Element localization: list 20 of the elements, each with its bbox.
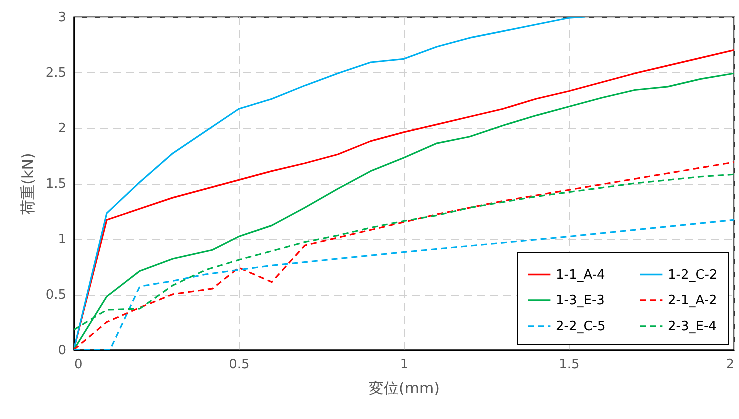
- x-tick-label: 1: [400, 358, 409, 372]
- y-axis-title: 荷重(kN): [18, 153, 37, 215]
- x-tick-label: 1.5: [559, 358, 580, 372]
- x-tick-label: 2: [726, 358, 734, 372]
- legend-label: 1-2_C-2: [668, 268, 718, 283]
- y-tick-label: 1.5: [46, 177, 66, 192]
- legend-label: 2-2_C-5: [556, 320, 606, 334]
- legend-label: 1-3_E-3: [556, 294, 605, 308]
- legend-label: 2-1_A-2: [668, 294, 718, 308]
- x-axis-title: 変位(mm): [369, 380, 440, 398]
- legend-label: 1-1_A-4: [556, 268, 606, 283]
- y-tick-label: 0: [58, 344, 66, 358]
- legend-label: 2-3_E-4: [668, 320, 717, 334]
- y-tick-label: 1: [58, 232, 66, 248]
- y-tick-label: 2: [58, 122, 66, 136]
- x-tick-label: 0: [74, 358, 83, 372]
- y-tick-label: 2.5: [46, 66, 66, 81]
- x-tick-label: 0.5: [229, 358, 250, 372]
- y-tick-label: 0.5: [46, 288, 66, 303]
- y-tick-label: 3: [58, 10, 66, 26]
